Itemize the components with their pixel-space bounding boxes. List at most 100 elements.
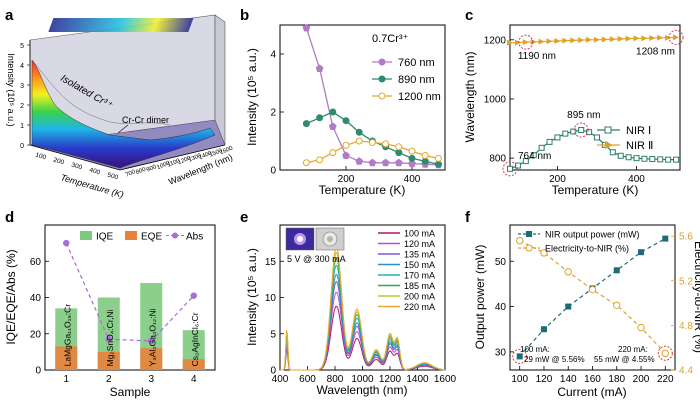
callout-circle-100ma <box>512 348 528 364</box>
legend-label-e: 150 mA <box>404 260 435 270</box>
data-point-760nm <box>408 159 416 168</box>
f-x-tick-label: 140 <box>560 374 577 385</box>
data-point-nir1 <box>530 152 537 159</box>
series-line-c-1 <box>509 36 677 44</box>
spectrum-220mA <box>280 246 446 371</box>
abs-point <box>63 239 70 247</box>
axes-f: 100 120 140 160 180 200 220 30 40 50 4.4 4.8 5.2 5.6 <box>495 232 693 385</box>
data-point-nir2 <box>617 35 624 42</box>
abs-point <box>105 335 112 343</box>
f-x-tick-label: 100 <box>511 374 528 385</box>
abs-point <box>190 292 197 299</box>
legend-swatch-d <box>125 231 137 240</box>
data-point-nir1 <box>673 156 680 163</box>
f-x-tick-label: 160 <box>584 374 601 385</box>
temperature-tick-label: 400 <box>88 167 101 177</box>
data-point-nir1 <box>657 156 664 163</box>
data-point-nir2 <box>562 37 569 44</box>
data-point-nir1 <box>578 127 585 134</box>
data-point-nir2 <box>546 38 553 45</box>
data-point-nir1 <box>507 165 513 172</box>
data-point-nir1 <box>570 128 577 135</box>
c-y-tick-label: 1000 <box>484 94 507 105</box>
top-projection <box>48 18 194 32</box>
c-y-tick-label: 1200 <box>484 35 507 46</box>
e-y-tick-label: 10 <box>265 293 277 304</box>
abs-line <box>65 242 195 342</box>
data-point-890nm <box>421 157 429 165</box>
annotation-pointer <box>117 124 129 134</box>
axes-c: 200 400 800 1000 1200 <box>484 35 646 185</box>
d-y-tick-label: 60 <box>30 257 42 268</box>
legend-label-e: 185 mA <box>404 281 435 291</box>
legend-label-e: 220 mA <box>404 302 435 312</box>
legend-marker-b <box>378 75 386 83</box>
legend-label-e: 170 mA <box>404 271 435 281</box>
led-glow-core <box>297 236 303 242</box>
callout-label: 1208 nm <box>636 46 675 57</box>
efficiency-point <box>637 323 645 332</box>
temperature-tick-label: 300 <box>70 162 83 172</box>
x-axis-label-d: Sample <box>110 385 151 399</box>
temperature-tick-label: 500 <box>106 172 119 182</box>
data-point-nir2 <box>633 35 640 42</box>
d-y-tick-label: 40 <box>30 293 42 304</box>
data-point-nir1 <box>609 149 616 156</box>
data-point-1200nm <box>342 141 350 149</box>
z-tick-label: 0 <box>20 143 24 150</box>
note-220ma-title: 220 mA: <box>618 345 648 354</box>
wavelength-tick-label: 1200 <box>177 155 192 166</box>
efficiency-point <box>588 285 597 294</box>
e-y-tick-label: 5 <box>270 329 276 340</box>
data-point-nir1 <box>538 144 545 151</box>
data-point-890nm <box>316 114 324 122</box>
surface-ridge <box>31 59 171 126</box>
f-y-tick-label: 40 <box>495 302 507 313</box>
callout-label: 1190 nm <box>518 51 556 62</box>
temperature-axis-line <box>29 144 121 171</box>
data-point-nir1 <box>514 162 521 169</box>
data-point-nir2 <box>649 35 656 42</box>
legend-label-e: 120 mA <box>404 239 435 249</box>
annotation-cr-dimer: Cr-Cr dimer <box>122 115 169 125</box>
legend-d: IQE EQE Abs <box>80 231 203 243</box>
legend-label-f: NIR output power (mW) <box>545 230 640 240</box>
led-chip <box>327 236 333 242</box>
f-right-tick-label: 5.2 <box>679 276 693 287</box>
data-point-1200nm <box>395 143 403 151</box>
power-point <box>565 303 572 310</box>
x-axis-label-e: Wavelength (nm) <box>317 383 408 397</box>
data-point-890nm <box>329 108 337 116</box>
power-line <box>519 238 666 357</box>
x-axis-label-f: Current (mA) <box>557 385 626 399</box>
abs-point <box>148 337 155 345</box>
data-point-nir2 <box>578 37 585 44</box>
data-point-nir2 <box>554 37 561 44</box>
data-point-nir1 <box>554 134 561 141</box>
data-point-nir2 <box>507 39 513 46</box>
panel-f: f 100 120 140 160 180 200 220 30 40 50 4.4 4.8 5.2 5.… <box>465 209 700 399</box>
legend-marker-f <box>525 244 533 252</box>
legend-label-e: 135 mA <box>404 250 435 260</box>
data-point-nir1 <box>546 138 553 145</box>
c-y-tick-label: 800 <box>489 154 506 165</box>
data-point-1200nm <box>355 137 363 145</box>
axes-e: 400 600 800 1000 1200 1400 1600 0 5 10 15 <box>265 257 457 385</box>
c-x-tick-label: 200 <box>549 174 566 185</box>
e-x-tick-label: 1600 <box>434 374 457 385</box>
data-point-1200nm <box>329 149 337 157</box>
data-point-760nm <box>315 64 324 72</box>
panel-label-f: f <box>465 209 471 226</box>
wavelength-tick-label: 1000 <box>156 160 171 171</box>
data-point-nir2 <box>593 36 600 43</box>
f-y-tick-label: 30 <box>495 347 507 358</box>
callout-label: 895 nm <box>567 110 600 121</box>
f-right-tick-label: 5.6 <box>679 232 693 243</box>
data-point-890nm <box>408 154 416 162</box>
data-point-760nm <box>355 157 364 165</box>
data-point-1200nm <box>382 140 390 148</box>
data-point-nir2 <box>538 38 545 45</box>
bar-eqe <box>182 359 205 370</box>
